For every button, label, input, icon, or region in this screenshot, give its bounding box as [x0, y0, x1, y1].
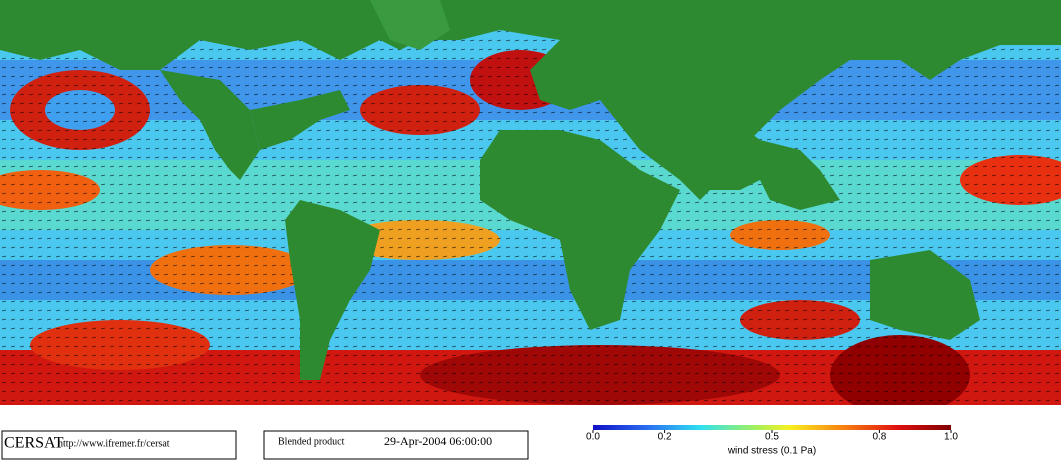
- colorbar-tick-label: 0.0: [586, 432, 600, 443]
- source-url: http://www.ifremer.fr/cersat: [58, 438, 170, 449]
- colorbar-tick-label: 0.5: [765, 432, 779, 443]
- colorbar: [593, 425, 951, 430]
- colorbar-label: wind stress (0.1 Pa): [727, 446, 816, 457]
- colorbar-tick-label: 0.8: [872, 432, 886, 443]
- colorbar-tick-label: 0.2: [658, 432, 672, 443]
- logo: CERSAT: [4, 435, 64, 452]
- colorbar-tick-label: 1.0: [944, 432, 958, 443]
- source-box: [1, 430, 237, 460]
- product: Blended product: [278, 436, 345, 447]
- footer: CERSAT http://www.ifremer.fr/cersat Blen…: [0, 425, 1061, 462]
- land: [0, 0, 1061, 425]
- product-box: [263, 430, 529, 460]
- date: 29-Apr-2004 06:00:00: [384, 434, 492, 448]
